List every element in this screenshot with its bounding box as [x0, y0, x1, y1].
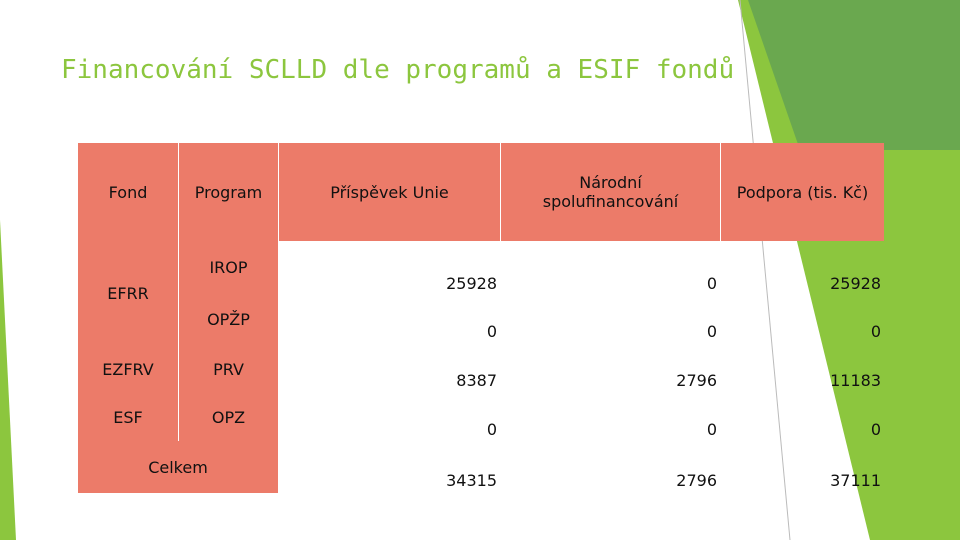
cell-podpora: 25928	[830, 273, 881, 293]
cell-podpora: 11183	[830, 370, 881, 390]
cell-podpora: 0	[870, 321, 881, 341]
cell-narodni-total: 2796	[676, 470, 717, 490]
slide-title: Financování SCLLD dle programů a ESIF fo…	[61, 55, 735, 85]
header-program: Program	[178, 143, 278, 241]
total-label: Celkem	[148, 457, 208, 477]
right-dark-green-shape	[748, 0, 960, 150]
cell-prispevek-total: 34315	[446, 470, 497, 490]
right-gray-line	[739, 0, 791, 540]
fond-ezfrv: EZFRV	[102, 359, 154, 379]
fond-esf: ESF	[113, 407, 143, 427]
cell-prispevek: 0	[486, 419, 497, 439]
cell-narodni: 2796	[676, 370, 717, 390]
program-prv: PRV	[178, 345, 278, 393]
cell-narodni: 0	[706, 419, 717, 439]
header-fond: Fond	[108, 182, 148, 202]
cell-narodni: 0	[706, 273, 717, 293]
fond-efrr: EFRR	[107, 283, 149, 303]
program-opz: OPZ	[178, 393, 278, 441]
cell-narodni: 0	[706, 321, 717, 341]
header-narodni-spolufinancovani: Národní spolufinancování	[500, 143, 720, 241]
cell-podpora-total: 37111	[830, 470, 881, 490]
left-green-stripe	[0, 220, 16, 540]
cell-podpora: 0	[870, 419, 881, 439]
header-row-right	[278, 143, 884, 241]
cell-prispevek: 8387	[456, 370, 497, 390]
program-opzp: OPŽP	[178, 293, 278, 345]
program-irop: IROP	[178, 241, 278, 293]
cell-prispevek: 25928	[446, 273, 497, 293]
header-prispevek-unie: Příspěvek Unie	[278, 143, 500, 241]
cell-prispevek: 0	[486, 321, 497, 341]
header-podpora: Podpora (tis. Kč)	[720, 143, 884, 241]
